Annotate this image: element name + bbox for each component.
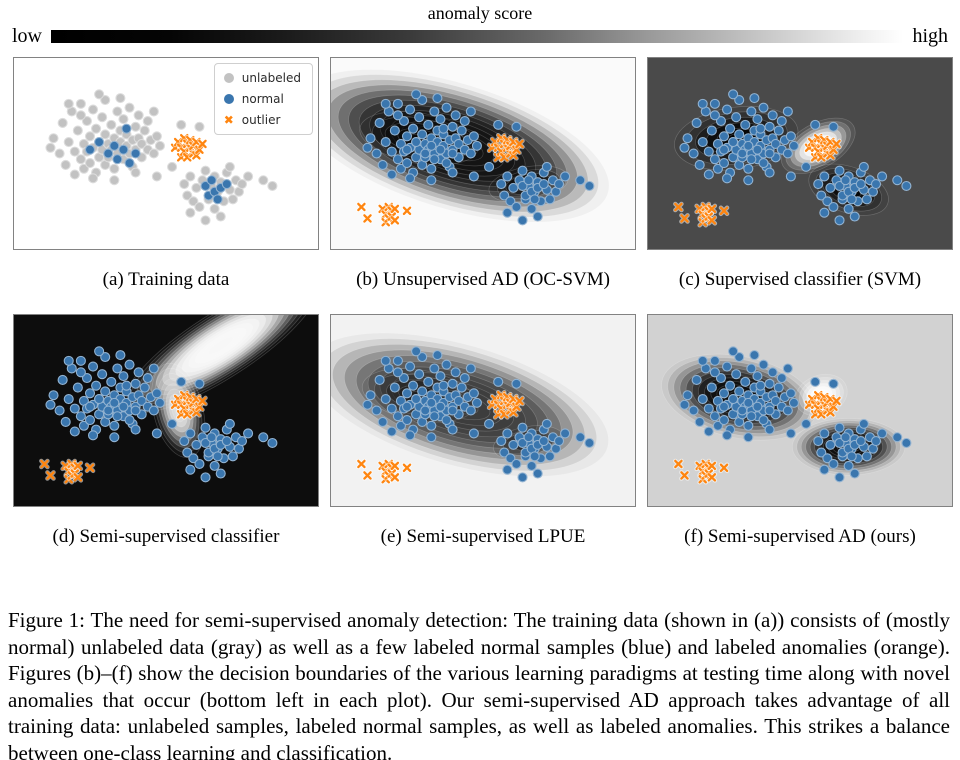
panel-f-semisupervised-ad-plot (647, 314, 953, 507)
figure-grid: unlabeled normal ✖ outlier (a) Training dat… (13, 57, 954, 571)
colorbar-row: low high (0, 25, 960, 47)
subcaption-c: (c) Supervised classifier (SVM) (678, 269, 922, 290)
subfigure-d: (d) Semi-supervised classifier (13, 314, 319, 571)
legend-item: ✖ outlier (224, 113, 301, 127)
subfigure-f: (f) Semi-supervised AD (ours) (647, 314, 953, 571)
subfigure-b: (b) Unsupervised AD (OC-SVM) (330, 57, 636, 314)
panel-a-training-data-plot: unlabeled normal ✖ outlier (13, 57, 319, 250)
panel-c-svm-plot (647, 57, 953, 250)
subfigure-e: (e) Semi-supervised LPUE (330, 314, 636, 571)
plot-canvas (331, 58, 635, 249)
colorbar-low-label: low (12, 25, 42, 47)
plot-canvas (331, 315, 635, 506)
subcaption-b: (b) Unsupervised AD (OC-SVM) (356, 269, 610, 290)
subcaption-e: (e) Semi-supervised LPUE (380, 526, 586, 547)
legend-label: unlabeled (241, 71, 301, 85)
subfigure-c: (c) Supervised classifier (SVM) (647, 57, 953, 314)
plot-legend: unlabeled normal ✖ outlier (213, 63, 313, 135)
panel-b-ocsvm-plot (330, 57, 636, 250)
figure-caption: Figure 1: The need for semi-supervised a… (8, 608, 950, 760)
colorbar-high-label: high (912, 25, 948, 47)
colorbar-gradient (51, 29, 904, 43)
subcaption-d: (d) Semi-supervised classifier (52, 526, 280, 547)
legend-label: normal (241, 92, 284, 106)
outlier-marker-icon: ✖ (223, 113, 234, 127)
panel-d-semisupervised-classifier-plot (13, 314, 319, 507)
legend-label: outlier (241, 113, 281, 127)
colorbar-section: anomaly score low high (0, 0, 960, 47)
plot-canvas (648, 315, 952, 506)
subcaption-a: (a) Training data (102, 269, 230, 290)
plot-canvas (648, 58, 952, 249)
subfigure-a: unlabeled normal ✖ outlier (a) Training dat… (13, 57, 319, 314)
subcaption-f: (f) Semi-supervised AD (ours) (684, 526, 916, 547)
legend-item: unlabeled (223, 71, 301, 85)
panel-e-lpue-plot (330, 314, 636, 507)
colorbar-title: anomaly score (427, 3, 533, 23)
legend-item: normal (223, 92, 301, 106)
unlabeled-marker-icon (223, 73, 234, 83)
normal-marker-icon (223, 94, 234, 104)
plot-canvas (14, 315, 318, 506)
